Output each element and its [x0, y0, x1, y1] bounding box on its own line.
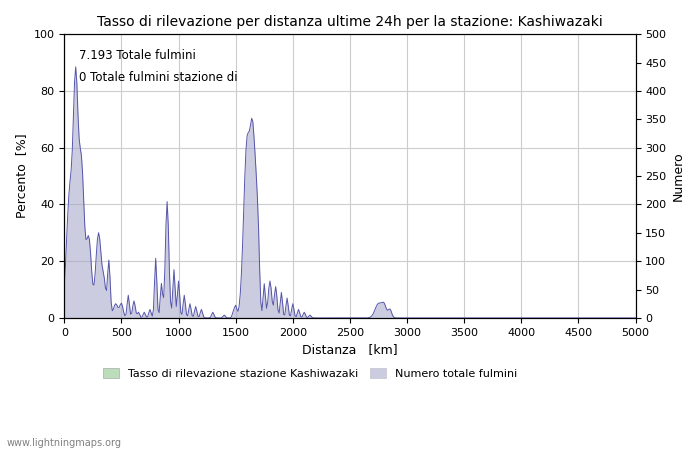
Y-axis label: Numero: Numero	[672, 151, 685, 201]
Title: Tasso di rilevazione per distanza ultime 24h per la stazione: Kashiwazaki: Tasso di rilevazione per distanza ultime…	[97, 15, 603, 29]
X-axis label: Distanza   [km]: Distanza [km]	[302, 343, 398, 356]
Legend: Tasso di rilevazione stazione Kashiwazaki, Numero totale fulmini: Tasso di rilevazione stazione Kashiwazak…	[98, 364, 522, 383]
Text: 7.193 Totale fulmini: 7.193 Totale fulmini	[78, 49, 195, 62]
Text: www.lightningmaps.org: www.lightningmaps.org	[7, 438, 122, 448]
Text: 0 Totale fulmini stazione di: 0 Totale fulmini stazione di	[78, 71, 237, 84]
Y-axis label: Percento  [%]: Percento [%]	[15, 134, 28, 218]
